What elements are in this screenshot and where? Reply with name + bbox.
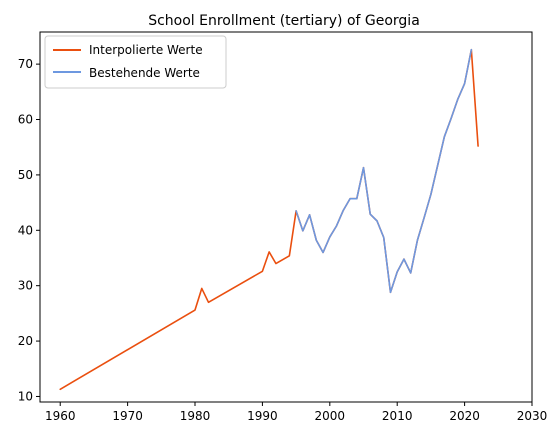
- x-tick-label: 2000: [315, 409, 346, 423]
- series-layer: [59, 48, 479, 391]
- y-tick-label: 50: [18, 168, 33, 182]
- legend-label-interpolated: Interpolierte Werte: [89, 43, 203, 57]
- x-tick-label: 2020: [449, 409, 480, 423]
- x-tick-label: 1970: [112, 409, 143, 423]
- plot-frame: [39, 31, 533, 403]
- plot-area: [39, 31, 533, 403]
- series-line-existing: [295, 48, 473, 294]
- x-tick-label: 1960: [45, 409, 76, 423]
- legend-box: [44, 35, 227, 89]
- y-tick-label: 20: [18, 334, 33, 348]
- y-tick-label: 70: [18, 57, 33, 71]
- y-tick-label: 10: [18, 389, 33, 403]
- y-axis: 10 20 30 40 50 60 70: [18, 57, 40, 403]
- series-line-interpolated: [59, 48, 479, 391]
- y-tick-label: 60: [18, 113, 33, 127]
- y-tick-label: 40: [18, 223, 33, 237]
- x-tick-label: 2010: [382, 409, 413, 423]
- legend: Interpolierte Werte Bestehende Werte: [44, 35, 227, 89]
- chart-title: School Enrollment (tertiary) of Georgia: [148, 13, 420, 29]
- x-axis: 1960 1970 1980 1990 2000 2010 2020 2030: [45, 402, 547, 423]
- x-tick-label: 1980: [180, 409, 211, 423]
- x-tick-label: 1990: [247, 409, 278, 423]
- x-tick-label: 2030: [517, 409, 548, 423]
- legend-label-existing: Bestehende Werte: [89, 66, 200, 80]
- y-tick-label: 30: [18, 279, 33, 293]
